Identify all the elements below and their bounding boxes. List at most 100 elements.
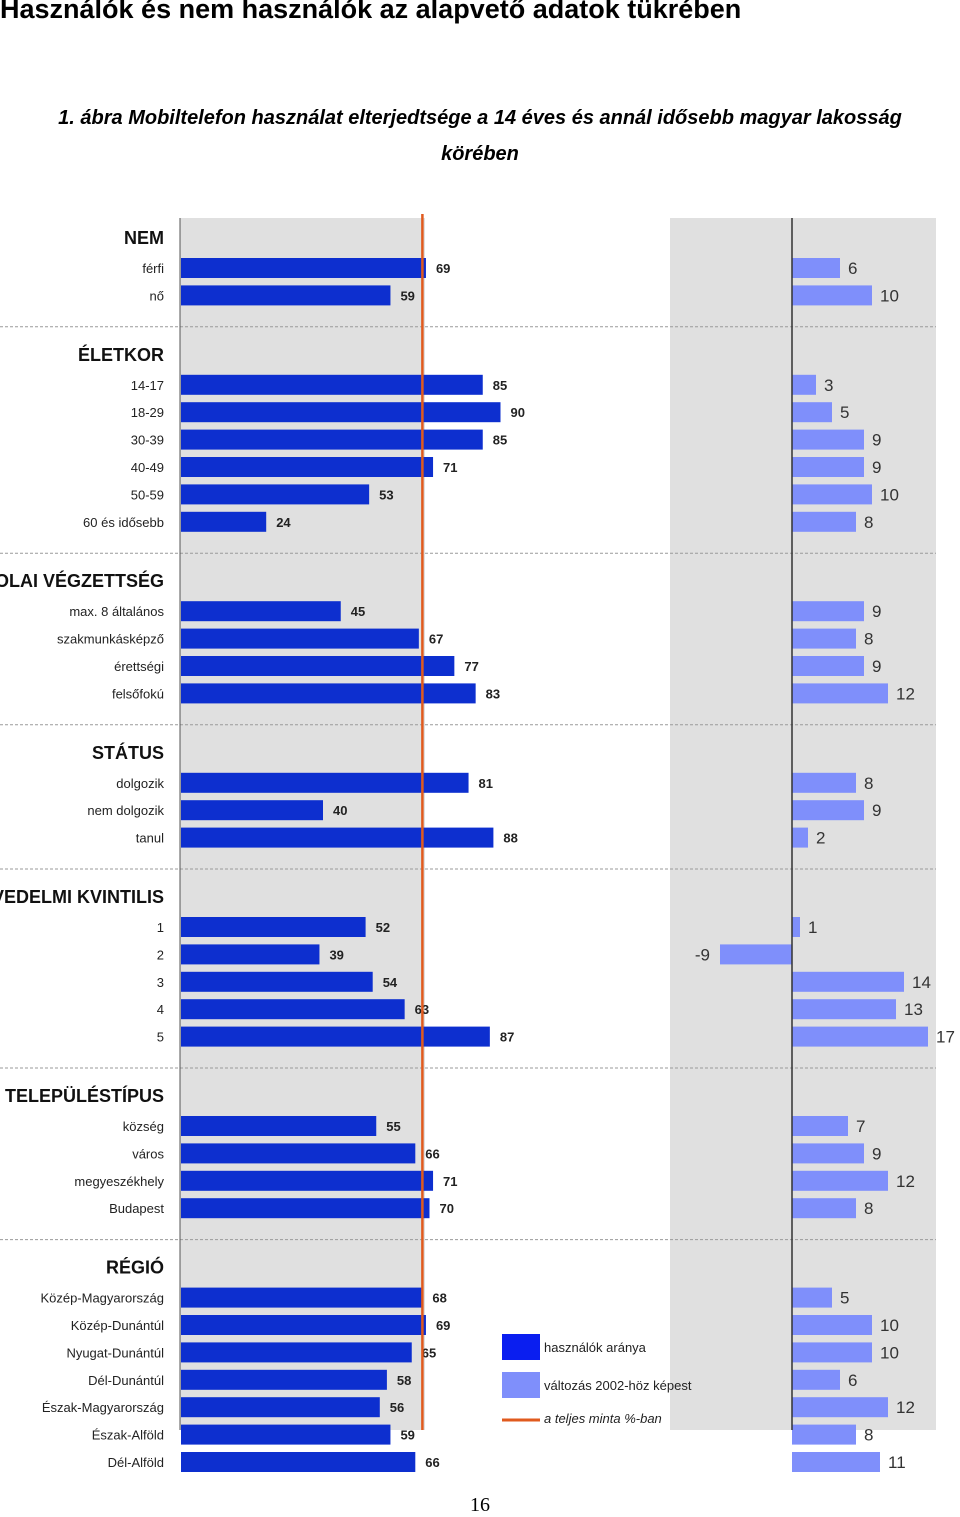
- change-bar: [792, 511, 856, 532]
- change-bar: [792, 1424, 856, 1445]
- category-label: 2: [157, 947, 164, 962]
- category-label: felsőfokú: [112, 686, 164, 701]
- users-bar: [181, 656, 455, 676]
- users-value-label: 58: [397, 1373, 411, 1388]
- change-bar: [792, 1397, 888, 1418]
- users-value-label: 90: [511, 405, 525, 420]
- users-bar: [181, 1452, 416, 1472]
- users-value-label: 87: [500, 1030, 514, 1045]
- change-value-label: 10: [880, 1316, 899, 1335]
- users-bar: [181, 1369, 387, 1390]
- users-value-label: 54: [383, 975, 398, 990]
- users-bar: [181, 1198, 430, 1219]
- users-value-label: 77: [464, 659, 478, 674]
- category-label: Észak-Alföld: [92, 1428, 164, 1443]
- users-value-label: 66: [425, 1146, 439, 1161]
- users-bar: [181, 999, 405, 1020]
- users-bar: [181, 601, 341, 622]
- change-bar: [792, 1116, 848, 1136]
- change-bar: [792, 484, 872, 505]
- change-bar: [720, 944, 792, 965]
- change-bar: [792, 374, 816, 395]
- users-bar: [181, 1287, 423, 1308]
- change-value-label: 7: [856, 1117, 865, 1136]
- users-value-label: 39: [329, 947, 343, 962]
- category-label: tanul: [136, 831, 164, 846]
- users-bar: [181, 1342, 412, 1363]
- users-bar: [181, 971, 373, 992]
- category-label: Budapest: [109, 1201, 164, 1216]
- users-value-label: 40: [333, 803, 347, 818]
- change-value-label: 8: [864, 774, 873, 793]
- users-value-label: 88: [503, 831, 517, 846]
- users-bar: [181, 683, 476, 704]
- right-panel-background: [670, 218, 936, 1430]
- group-title: RÉGIÓ: [106, 1257, 164, 1278]
- category-label: 1: [157, 920, 164, 935]
- change-value-label: 8: [864, 513, 873, 532]
- change-value-label: 11: [888, 1453, 906, 1472]
- category-label: 30-39: [131, 433, 164, 448]
- change-bar: [792, 601, 864, 622]
- change-bar: [792, 1369, 840, 1390]
- users-value-label: 53: [379, 487, 393, 502]
- change-value-label: 9: [872, 458, 881, 477]
- users-bar: [181, 285, 391, 306]
- change-value-label: 3: [824, 376, 833, 395]
- change-value-label: 10: [880, 1343, 899, 1362]
- change-value-label: 5: [840, 1289, 849, 1308]
- change-value-label: 6: [848, 1371, 857, 1390]
- change-bar: [792, 656, 864, 676]
- change-bar: [792, 1170, 888, 1191]
- users-bar: [181, 944, 320, 965]
- users-value-label: 67: [429, 632, 443, 647]
- users-bar: [181, 1143, 416, 1164]
- users-bar: [181, 374, 483, 395]
- category-label: Közép-Magyarország: [40, 1291, 164, 1306]
- legend-swatch: [502, 1372, 540, 1398]
- users-bar: [181, 258, 426, 278]
- change-value-label: 8: [864, 1426, 873, 1445]
- group-title: TELEPÜLÉSTÍPUS: [5, 1085, 164, 1106]
- change-bar: [792, 1342, 872, 1363]
- change-bar: [792, 971, 904, 992]
- page-number: 16: [470, 1494, 490, 1516]
- change-value-label: 9: [872, 431, 881, 450]
- users-bar: [181, 511, 267, 532]
- group-title: ISKOLAI VÉGZETTSÉG: [0, 570, 164, 591]
- users-value-label: 85: [493, 433, 507, 448]
- users-value-label: 24: [276, 515, 291, 530]
- change-value-label: 5: [840, 403, 849, 422]
- category-label: 14-17: [131, 378, 164, 393]
- users-value-label: 83: [486, 686, 500, 701]
- change-value-label: 17: [936, 1028, 955, 1047]
- change-bar: [792, 772, 856, 793]
- category-label: 18-29: [131, 405, 164, 420]
- users-value-label: 55: [386, 1119, 400, 1134]
- change-value-label: 9: [872, 657, 881, 676]
- change-value-label: 9: [872, 602, 881, 621]
- category-label: szakmunkásképző: [57, 632, 164, 647]
- users-bar: [181, 484, 370, 505]
- change-value-label: 9: [872, 1144, 881, 1163]
- change-bar: [792, 999, 896, 1020]
- category-label: község: [123, 1119, 164, 1134]
- change-value-label: 12: [896, 684, 915, 703]
- users-value-label: 69: [436, 1318, 450, 1333]
- change-value-label: 12: [896, 1398, 915, 1417]
- users-value-label: 59: [400, 288, 414, 303]
- category-label: megyeszékhely: [74, 1174, 164, 1189]
- users-bar: [181, 827, 494, 848]
- group-title: ÉLETKOR: [78, 344, 164, 365]
- users-bar: [181, 402, 501, 423]
- change-value-label: 8: [864, 630, 873, 649]
- users-bar: [181, 917, 366, 937]
- users-value-label: 59: [400, 1428, 414, 1443]
- users-bar: [181, 1116, 377, 1136]
- users-bar: [181, 1026, 490, 1047]
- change-bar: [792, 285, 872, 306]
- figure-caption: 1. ábra Mobiltelefon használat elterjedt…: [58, 107, 902, 165]
- group-title: NEM: [124, 228, 164, 248]
- users-bar: [181, 772, 469, 793]
- category-label: 5: [157, 1030, 164, 1045]
